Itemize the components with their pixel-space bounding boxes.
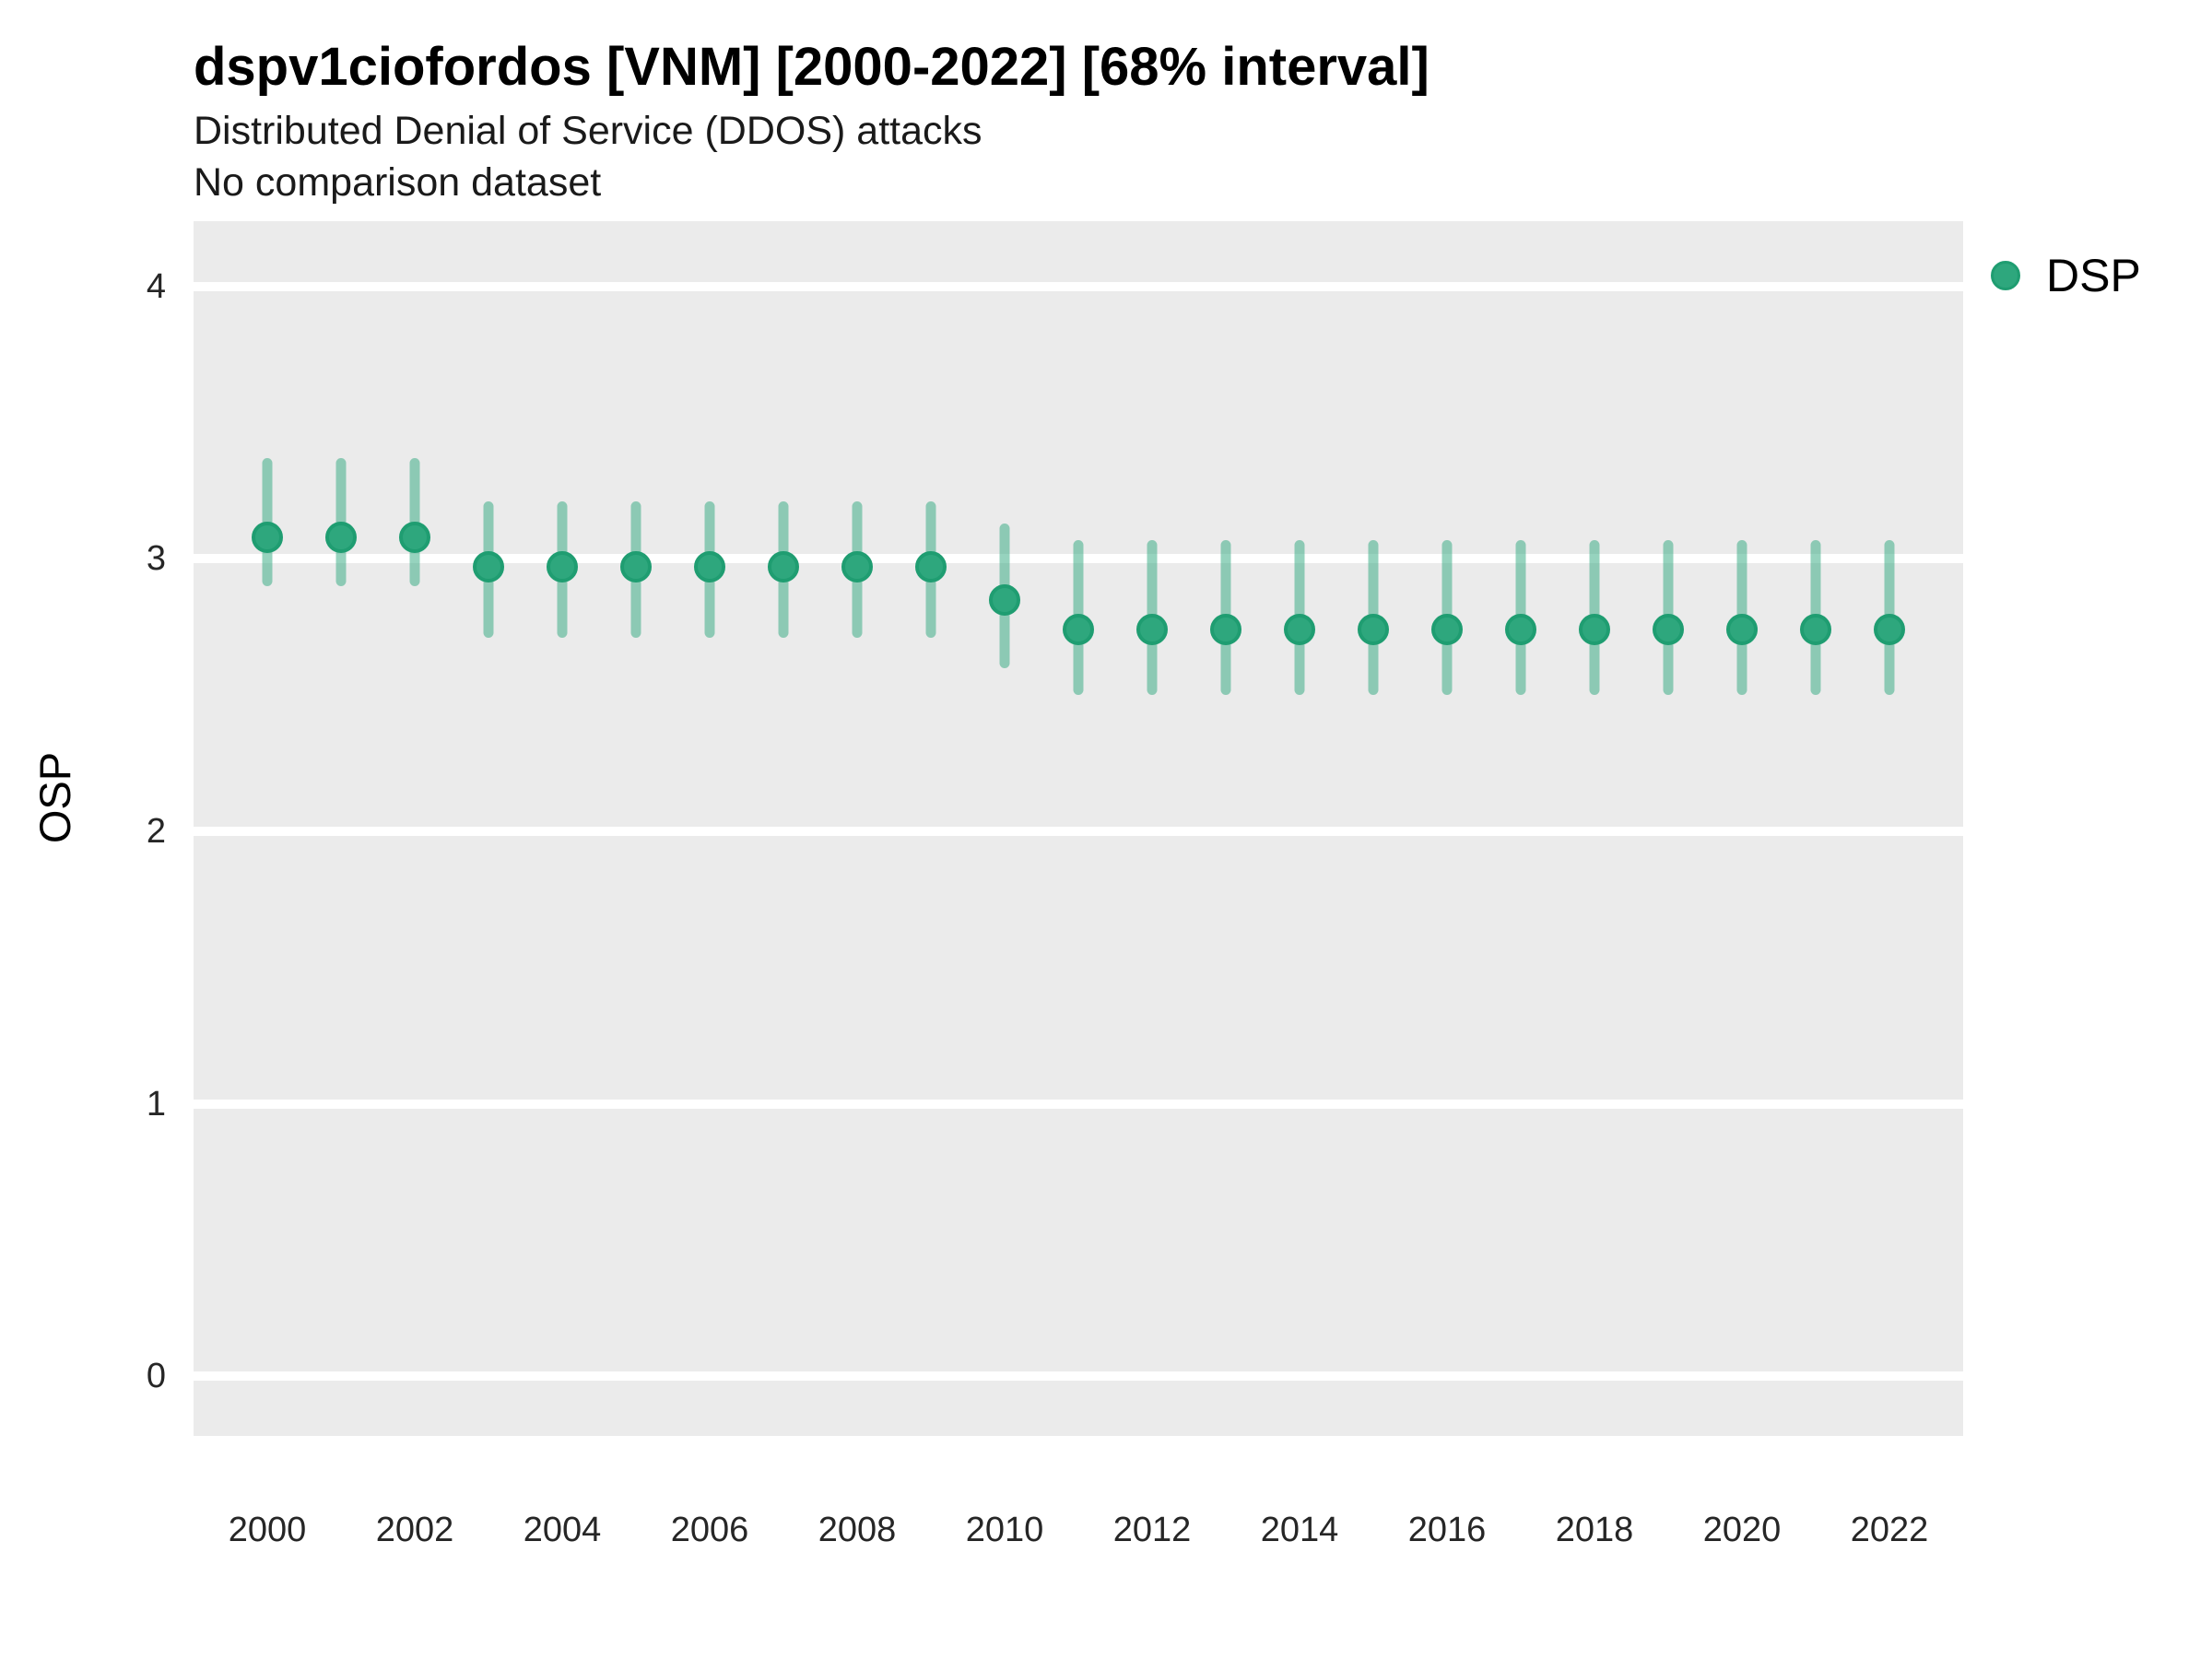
data-point-2006: [694, 551, 725, 583]
data-point-2019: [1653, 614, 1684, 646]
gridline-y-0: [194, 1371, 1963, 1381]
chart-subtitle: Distributed Denial of Service (DDOS) att…: [194, 109, 982, 153]
plot-panel: [194, 221, 1963, 1436]
comparison-note: No comparison dataset: [194, 160, 602, 205]
data-point-2003: [473, 551, 504, 583]
x-tick-label-2022: 2022: [1850, 1511, 1929, 1549]
x-tick-label-2018: 2018: [1555, 1511, 1634, 1549]
chart-title: dspv1ciofordos [VNM] [2000-2022] [68% in…: [194, 37, 1430, 97]
data-point-2020: [1726, 614, 1758, 646]
x-tick-label-2014: 2014: [1260, 1511, 1339, 1549]
y-tick-label-0: 0: [146, 1357, 166, 1395]
data-point-2013: [1210, 614, 1241, 646]
data-point-2004: [547, 551, 578, 583]
y-tick-label-1: 1: [146, 1084, 166, 1124]
data-point-2022: [1874, 614, 1905, 646]
x-tick-label-2006: 2006: [670, 1511, 749, 1549]
legend-label: DSP: [2046, 250, 2141, 301]
data-point-2018: [1579, 614, 1610, 646]
x-tick-label-2008: 2008: [818, 1511, 897, 1549]
data-point-2021: [1800, 614, 1831, 646]
data-point-2002: [399, 521, 430, 553]
data-point-2015: [1358, 614, 1389, 646]
data-point-2017: [1505, 614, 1536, 646]
legend: DSP: [1991, 249, 2141, 302]
data-point-2016: [1431, 614, 1463, 646]
x-tick-label-2004: 2004: [523, 1511, 602, 1549]
legend-item-dsp: DSP: [1991, 249, 2141, 302]
y-tick-label-3: 3: [146, 539, 166, 579]
x-tick-label-2002: 2002: [375, 1511, 454, 1549]
x-tick-label-2000: 2000: [228, 1511, 307, 1549]
data-point-2012: [1136, 614, 1168, 646]
data-point-2014: [1284, 614, 1315, 646]
data-point-2008: [841, 551, 873, 583]
legend-dot-icon: [1991, 261, 2020, 290]
y-axis-title: OSP: [11, 682, 99, 912]
y-tick-label-2: 2: [146, 812, 166, 851]
data-point-2010: [989, 583, 1020, 616]
x-tick-label-2020: 2020: [1702, 1511, 1782, 1549]
data-point-2009: [915, 551, 947, 583]
data-point-2007: [768, 551, 799, 583]
gridline-y-4: [194, 281, 1963, 291]
y-tick-label-4: 4: [146, 266, 166, 306]
data-point-2005: [620, 551, 652, 583]
x-tick-label-2012: 2012: [1112, 1511, 1192, 1549]
gridline-y-2: [194, 827, 1963, 836]
data-point-2001: [325, 521, 357, 553]
gridline-y-1: [194, 1099, 1963, 1109]
x-tick-label-2016: 2016: [1407, 1511, 1487, 1549]
x-tick-label-2010: 2010: [965, 1511, 1044, 1549]
data-point-2000: [252, 521, 283, 553]
data-point-2011: [1063, 614, 1094, 646]
